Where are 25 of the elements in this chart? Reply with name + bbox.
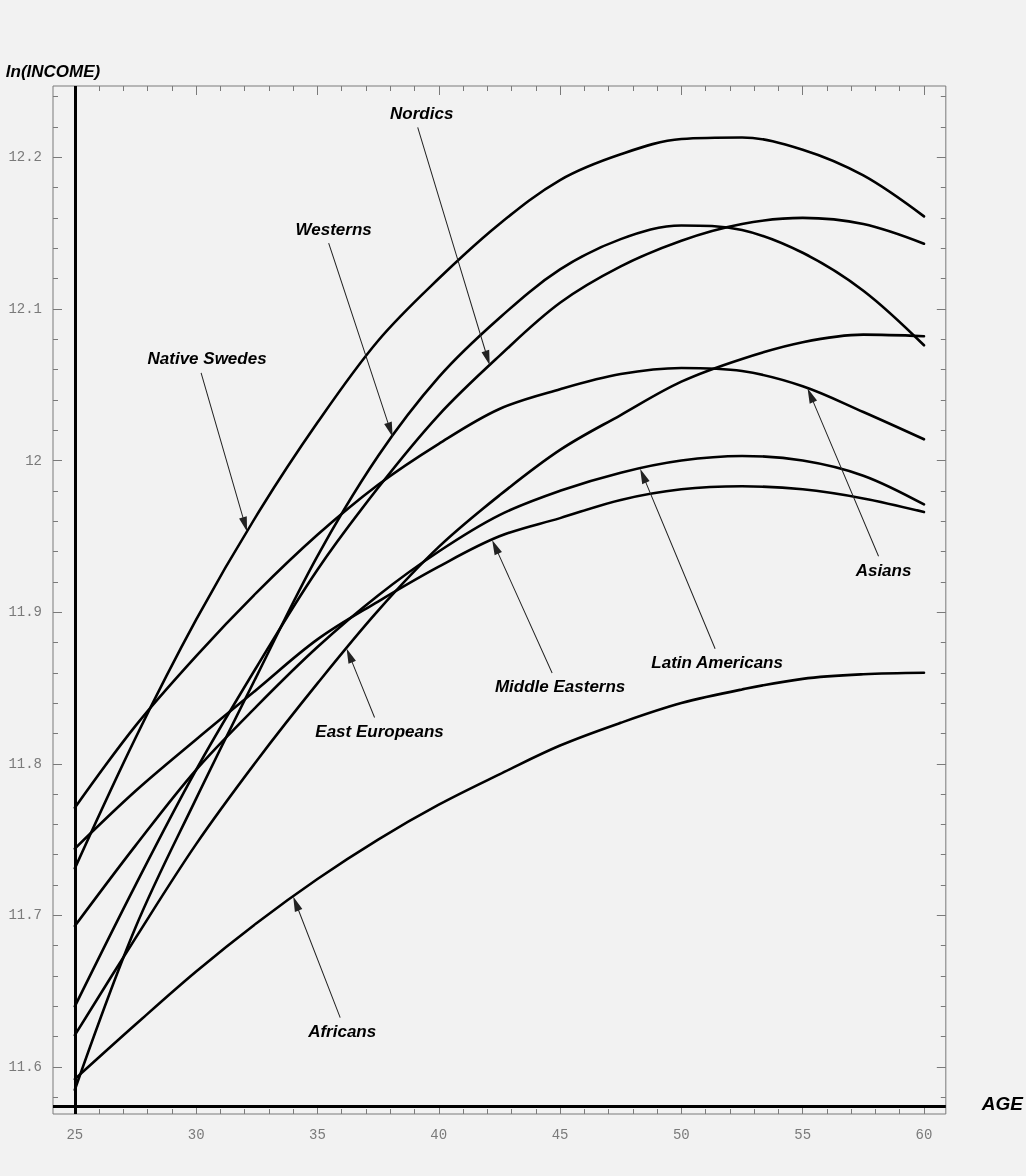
x-tick-label: 40 <box>430 1127 448 1143</box>
x-tick-label: 45 <box>551 1127 569 1143</box>
annotation: Native Swedes <box>147 349 267 369</box>
y-tick-label: 11.6 <box>8 1059 42 1075</box>
y-axis-title: ln(INCOME) <box>5 62 101 81</box>
annotation: Nordics <box>390 103 454 123</box>
annotation: Africans <box>307 1022 377 1042</box>
y-tick-label: 11.9 <box>8 604 42 621</box>
annotation: Middle Easterns <box>494 677 626 697</box>
annotation: Westerns <box>295 219 372 239</box>
x-tick-label: 35 <box>309 1127 326 1143</box>
y-tick-label: 12.2 <box>8 149 42 166</box>
x-tick-label: 25 <box>66 1127 84 1143</box>
x-tick-label: 50 <box>672 1127 690 1143</box>
x-tick-label: 55 <box>794 1127 812 1143</box>
y-tick-label: 12 <box>25 452 42 469</box>
annotation: Latin Americans <box>651 653 783 673</box>
annotation: Asians <box>854 560 912 580</box>
x-tick-label: 30 <box>187 1127 205 1143</box>
annotation: East Europeans <box>315 721 444 741</box>
x-axis-title: AGE <box>980 1092 1025 1114</box>
x-tick-label: 60 <box>915 1127 933 1143</box>
y-tick-label: 12.1 <box>8 300 42 317</box>
y-tick-label: 11.7 <box>8 907 42 924</box>
y-tick-label: 11.8 <box>8 755 42 772</box>
